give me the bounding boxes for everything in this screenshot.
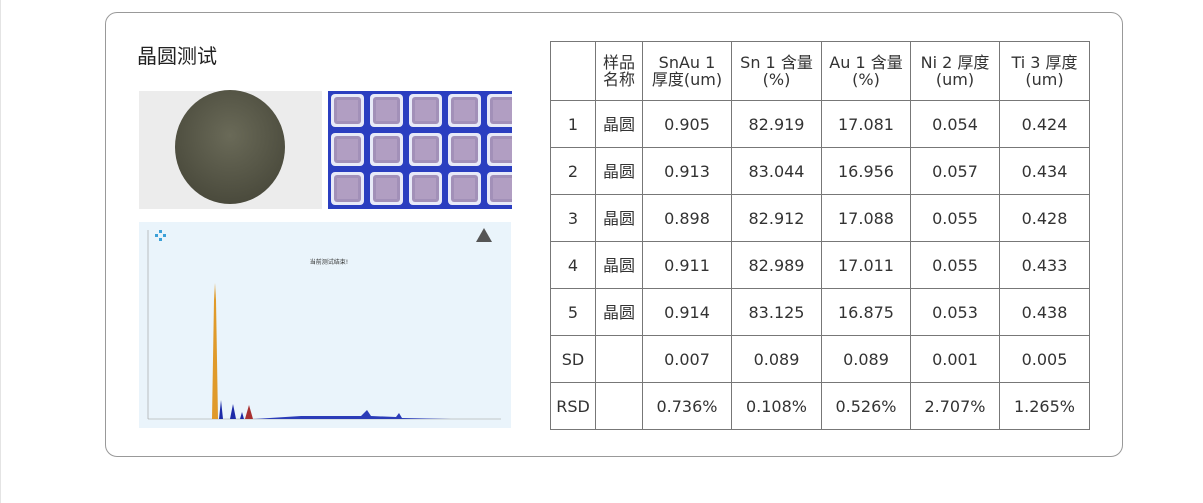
cell: 0.898 — [642, 194, 732, 242]
cell: 0.428 — [999, 194, 1090, 242]
cell: 3 — [550, 194, 596, 242]
cell: 0.108% — [731, 382, 822, 430]
cell: 0.005 — [999, 335, 1090, 383]
cell: 0.434 — [999, 147, 1090, 195]
cell: 晶圆 — [595, 100, 643, 148]
cell: 16.875 — [821, 288, 911, 336]
data-row: SD 0.007 0.089 0.089 0.001 0.005 — [550, 335, 1090, 383]
header-text: Au 1 含量 — [829, 53, 903, 72]
cell: 17.081 — [821, 100, 911, 148]
cell: 4 — [550, 241, 596, 289]
cell: 晶圆 — [595, 194, 643, 242]
cell: 0.053 — [910, 288, 1000, 336]
header-text: Ti 3 厚度 — [1011, 53, 1078, 72]
cell: 0.905 — [642, 100, 732, 148]
header-text: 样品 — [602, 53, 635, 72]
cell: 晶圆 — [595, 147, 643, 195]
header-cell: Au 1 含量 (%) — [821, 41, 911, 101]
data-row: RSD 0.736% 0.108% 0.526% 2.707% 1.265% — [550, 382, 1090, 430]
header-cell: Ti 3 厚度 (um) — [999, 41, 1090, 101]
header-cell: Sn 1 含量 (%) — [731, 41, 822, 101]
cell: 16.956 — [821, 147, 911, 195]
results-table: 样品 名称 SnAu 1 厚度(um) Sn 1 含量 (%) Au 1 含量 (%) Ni 2… — [550, 41, 1090, 430]
cell: 0.911 — [642, 241, 732, 289]
cell: SD — [550, 335, 596, 383]
cell: 17.011 — [821, 241, 911, 289]
spectrum-baseline — [253, 410, 451, 419]
cell: 0.057 — [910, 147, 1000, 195]
peak — [219, 400, 244, 419]
cell: 0.089 — [731, 335, 822, 383]
header-cell: 样品 名称 — [595, 41, 643, 101]
data-row: 3 晶圆 0.898 82.912 17.088 0.055 0.428 — [550, 194, 1090, 242]
cell: 0.007 — [642, 335, 732, 383]
header-text: (um) — [935, 70, 975, 89]
cell: 1 — [550, 100, 596, 148]
cell: 82.912 — [731, 194, 822, 242]
spectrum-image — [139, 222, 511, 428]
header-text: Sn 1 含量 — [740, 53, 813, 72]
microscope-photo — [328, 91, 512, 209]
cell: 5 — [550, 288, 596, 336]
cell: 0.914 — [642, 288, 732, 336]
cell: 0.055 — [910, 241, 1000, 289]
cell: 82.989 — [731, 241, 822, 289]
header-cell: SnAu 1 厚度(um) — [642, 41, 732, 101]
header-row: 样品 名称 SnAu 1 厚度(um) Sn 1 含量 (%) Au 1 含量 (%) Ni 2… — [550, 41, 1090, 101]
data-row: 2 晶圆 0.913 83.044 16.956 0.057 0.434 — [550, 147, 1090, 195]
cell: 2 — [550, 147, 596, 195]
header-text: Ni 2 厚度 — [920, 53, 990, 72]
wafer — [175, 90, 285, 204]
header-text: (um) — [1025, 70, 1064, 89]
cell: RSD — [550, 382, 596, 430]
cell: 83.044 — [731, 147, 822, 195]
header-text: SnAu 1 — [658, 53, 716, 72]
icon — [476, 228, 492, 242]
cell: 83.125 — [731, 288, 822, 336]
card — [105, 12, 1123, 457]
data-row: 1 晶圆 0.905 82.919 17.081 0.054 0.424 — [550, 100, 1090, 148]
cell: 0.438 — [999, 288, 1090, 336]
peak — [212, 283, 218, 419]
icon — [155, 230, 166, 241]
header-text: 厚度(um) — [651, 70, 723, 89]
header-text: (%) — [852, 70, 880, 89]
header-cell: Ni 2 厚度 (um) — [910, 41, 1000, 101]
cell: 0.433 — [999, 241, 1090, 289]
cell: 晶圆 — [595, 241, 643, 289]
cell: 0.424 — [999, 100, 1090, 148]
header-text: (%) — [762, 70, 791, 89]
cell: 2.707% — [910, 382, 1000, 430]
cell: 晶圆 — [595, 288, 643, 336]
cell: 0.913 — [642, 147, 732, 195]
cell: 0.089 — [821, 335, 911, 383]
cell: 0.055 — [910, 194, 1000, 242]
spectrum-caption: 当前测试结束! — [310, 258, 348, 266]
cell: 0.736% — [642, 382, 732, 430]
header-text: 名称 — [602, 70, 635, 89]
peak — [245, 405, 253, 419]
cell — [595, 382, 643, 430]
title: 晶圆测试 — [137, 44, 217, 68]
header-cell — [550, 41, 596, 101]
cell: 0.526% — [821, 382, 911, 430]
cell — [595, 335, 643, 383]
cell: 82.919 — [731, 100, 822, 148]
cell: 17.088 — [821, 194, 911, 242]
cell: 0.054 — [910, 100, 1000, 148]
cell: 0.001 — [910, 335, 1000, 383]
cell: 1.265% — [999, 382, 1090, 430]
data-row: 4 晶圆 0.911 82.989 17.011 0.055 0.433 — [550, 241, 1090, 289]
data-row: 5 晶圆 0.914 83.125 16.875 0.053 0.438 — [550, 288, 1090, 336]
